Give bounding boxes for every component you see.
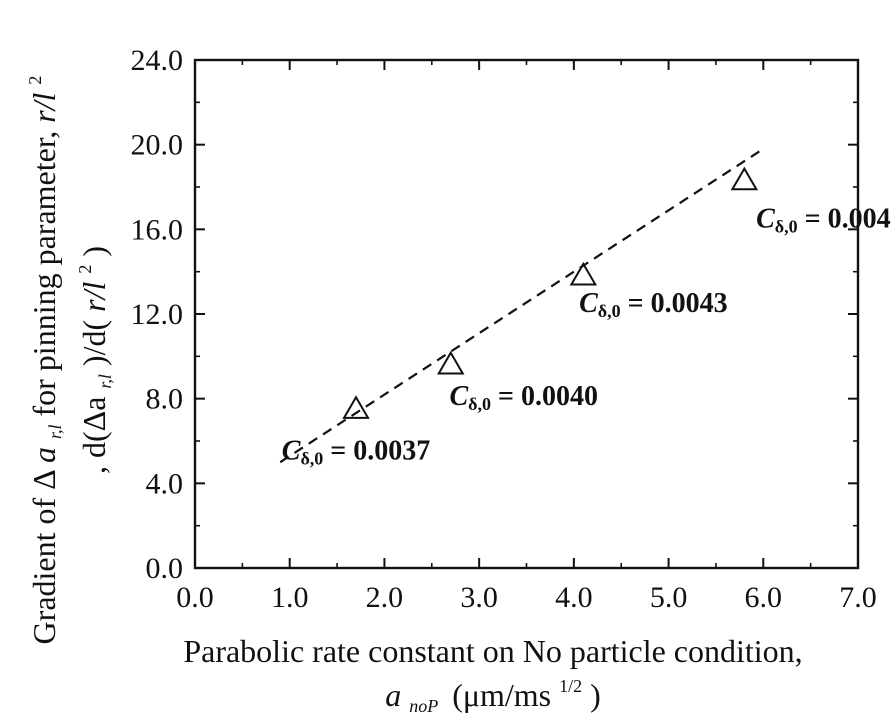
- x-ticks-group: 0.0 1.0 2.0 3.0 4.0 5.0 6.0 7.0: [176, 60, 877, 614]
- y-axis-label-line2-mid: )/d(: [76, 320, 112, 366]
- y-axis-label-prefix: Gradient of Δ: [26, 470, 62, 645]
- annotation-symbol: C: [282, 435, 301, 466]
- y-tick-label: 4.0: [146, 467, 184, 500]
- y-tick-label: 8.0: [146, 383, 184, 416]
- y-axis-label-line2-close: ): [76, 246, 112, 257]
- y-axis-label-line2-exp: 2: [75, 265, 95, 274]
- y-axis-label-subscript: r,l: [45, 425, 65, 440]
- fit-line: [279, 147, 764, 464]
- x-tick-label: 0.0: [176, 581, 214, 614]
- marker-group: [342, 166, 759, 419]
- annotation-subscript: δ,0: [775, 217, 798, 237]
- data-point-marker: [569, 261, 598, 286]
- y-tick-label: 0.0: [146, 552, 184, 585]
- annotation-value: = 0.0040: [491, 381, 598, 412]
- annotation-subscript: δ,0: [468, 394, 491, 414]
- annotation-label: Cδ,0 = 0.0037: [282, 435, 431, 468]
- annotation-label: Cδ,0 = 0.0045: [756, 204, 891, 237]
- y-axis-label-group: Gradient of Δ a r,l for pinning paramete…: [25, 76, 68, 645]
- annotation-value: = 0.0037: [323, 435, 430, 466]
- y-axis-label-symbol: a: [26, 447, 62, 463]
- x-axis-label-line1: Parabolic rate constant on No particle c…: [183, 633, 802, 669]
- x-axis-label-exponent: 1/2: [559, 676, 582, 696]
- x-tick-label: 2.0: [366, 581, 404, 614]
- annotation-subscript: δ,0: [300, 448, 323, 468]
- y-axis-label-line2-group: , d(Δa r,l )/d( r/l 2 ): [62, 246, 118, 474]
- x-axis-label-line2: a noP (μm/ms 1/2 ): [385, 663, 601, 719]
- y-axis-label-line2: , d(Δa r,l )/d( r/l 2 ): [62, 246, 118, 474]
- x-axis-label-symbol: a: [385, 677, 401, 713]
- x-tick-label: 5.0: [650, 581, 688, 614]
- annotation-value: = 0.0043: [621, 288, 728, 319]
- annotation-symbol: C: [579, 288, 598, 319]
- y-axis-label-line1: Gradient of Δ a r,l for pinning paramete…: [25, 76, 68, 645]
- x-axis-label-units: (μm/ms: [452, 677, 551, 713]
- annotation-subscript: δ,0: [598, 301, 621, 321]
- y-tick-label: 16.0: [131, 213, 184, 246]
- x-tick-label: 3.0: [460, 581, 498, 614]
- x-tick-label: 6.0: [745, 581, 783, 614]
- y-ticks-group: 0.0 4.0 8.0 12.0 16.0 20.0 24.0: [131, 44, 858, 585]
- x-tick-label: 7.0: [839, 581, 877, 614]
- y-axis-label-middle: for pinning parameter,: [26, 123, 62, 417]
- data-point-marker: [730, 166, 759, 191]
- y-axis-label-ratio: r/l: [26, 92, 62, 122]
- data-point-marker: [342, 395, 370, 419]
- y-tick-label: 12.0: [131, 298, 184, 331]
- y-axis-label-ratio-exp: 2: [25, 76, 45, 85]
- x-tick-label: 4.0: [555, 581, 593, 614]
- y-tick-label: 20.0: [131, 129, 184, 162]
- x-axis-label-close: ): [590, 677, 601, 713]
- y-axis-label-line2-prefix: , d(Δa: [76, 397, 112, 474]
- annotation-label: Cδ,0 = 0.0043: [579, 288, 728, 321]
- x-tick-label: 1.0: [271, 581, 309, 614]
- annotation-value: = 0.0045: [798, 204, 891, 235]
- data-point-marker: [436, 350, 465, 375]
- y-axis-label-line2-ratio: r/l: [76, 282, 112, 312]
- annotation-label: Cδ,0 = 0.0040: [449, 381, 598, 414]
- annotation-symbol: C: [449, 381, 468, 412]
- y-axis-label-line2-sub: r,l: [95, 374, 115, 389]
- y-tick-label: 24.0: [131, 44, 184, 77]
- annotation-symbol: C: [756, 204, 775, 235]
- fit-line-group: [279, 147, 764, 464]
- x-axis-label-subscript: noP: [409, 696, 438, 716]
